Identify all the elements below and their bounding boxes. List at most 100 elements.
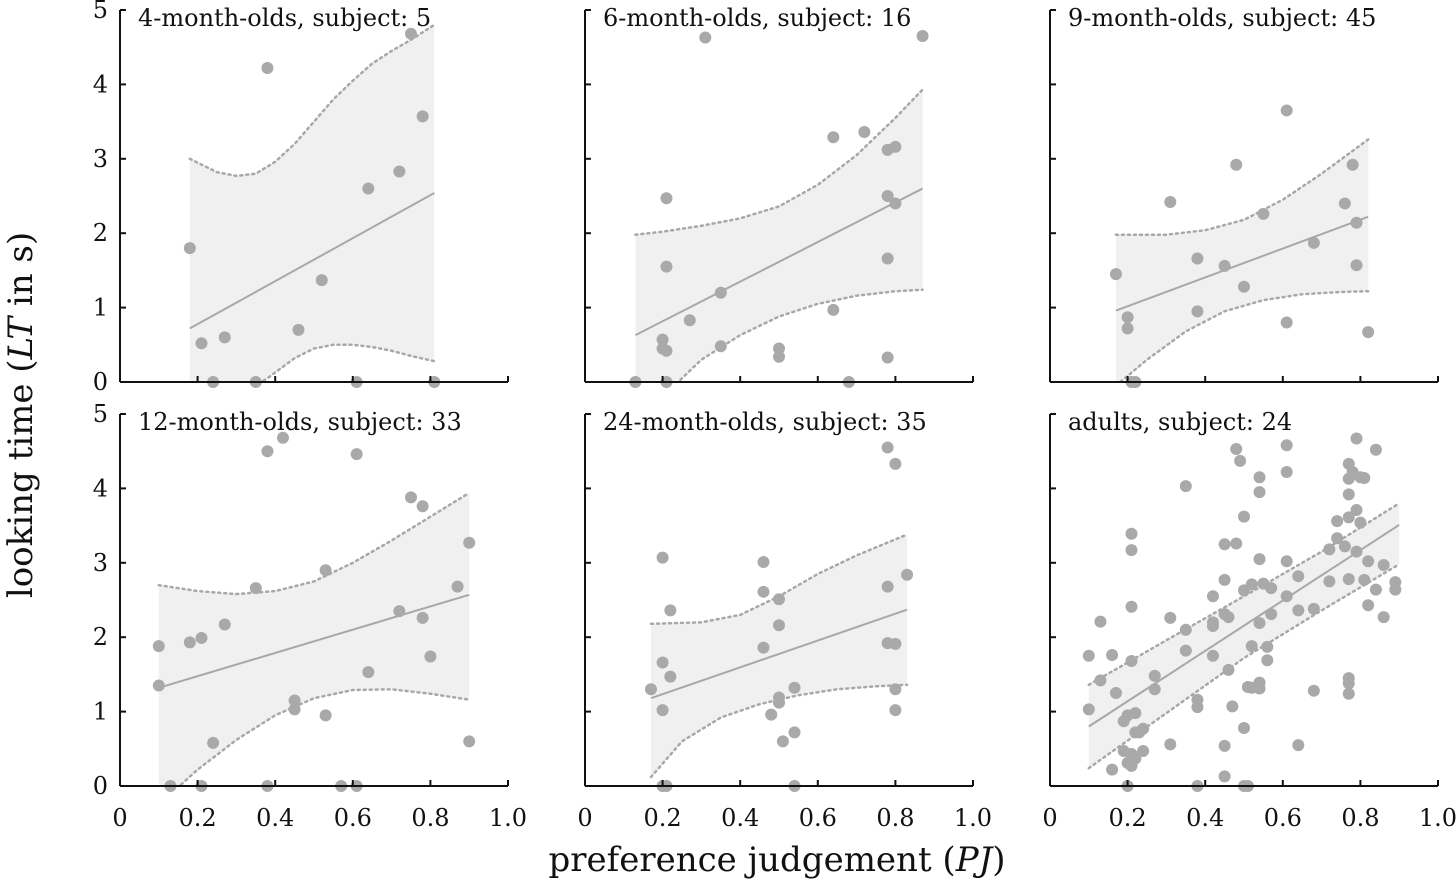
data-point [1342, 677, 1355, 690]
data-point [1350, 545, 1363, 558]
x-axis-label: preference judgement (PJ) [549, 840, 1006, 880]
data-point [195, 337, 208, 350]
data-point [1238, 721, 1250, 734]
data-point [416, 500, 429, 513]
data-point [152, 679, 165, 692]
data-point [319, 564, 332, 577]
data-point [1109, 268, 1122, 281]
data-point [881, 441, 894, 454]
data-point [1206, 649, 1219, 662]
data-point [827, 131, 840, 144]
data-point [765, 708, 778, 721]
x-tick-label: 0.4 [1186, 804, 1224, 832]
data-point [1257, 207, 1270, 220]
data-point [881, 190, 894, 202]
panel-plot-area [634, 88, 924, 382]
data-point [1253, 471, 1266, 484]
data-point [660, 192, 673, 205]
data-point [1342, 573, 1355, 586]
y-tick-label: 5 [93, 0, 108, 24]
data-point [451, 580, 464, 593]
ci-lower-line [177, 688, 471, 786]
data-point [183, 636, 196, 649]
data-point [362, 666, 375, 679]
data-point [881, 580, 894, 593]
data-point [773, 593, 785, 606]
ci-lower-line [258, 343, 436, 382]
data-point [1323, 575, 1336, 588]
data-point [1369, 443, 1382, 456]
ci-lower-line [649, 683, 909, 779]
data-point [1362, 555, 1375, 568]
data-point [1358, 573, 1371, 586]
regression-line [189, 192, 435, 330]
x-tick-label: 0.4 [721, 804, 759, 832]
x-tick-label: 0.8 [1341, 804, 1379, 832]
data-point [1342, 511, 1355, 524]
x-tick-label: 0.6 [799, 804, 837, 832]
data-point [1082, 649, 1095, 662]
panel-title: 4-month-olds, subject: 5 [138, 4, 431, 32]
x-tick-label: 0.2 [644, 804, 682, 832]
y-tick-label: 1 [93, 698, 108, 726]
data-point [1230, 537, 1243, 550]
data-point [1125, 655, 1138, 668]
data-point [1164, 195, 1177, 208]
data-point [1307, 602, 1320, 615]
data-point [644, 683, 657, 696]
panel-title: 9-month-olds, subject: 45 [1068, 4, 1376, 32]
data-point [1350, 216, 1363, 229]
data-point [916, 30, 929, 43]
data-point [1206, 620, 1219, 633]
data-point [195, 631, 208, 644]
data-point [319, 709, 332, 722]
y-tick-label: 5 [93, 400, 108, 428]
data-point [1179, 623, 1192, 636]
data-point [757, 556, 770, 569]
data-point [889, 457, 902, 470]
data-point [1109, 687, 1122, 699]
data-point [1094, 674, 1107, 687]
data-point [1261, 654, 1274, 667]
data-point [788, 726, 801, 739]
x-tick-label: 0.6 [334, 804, 372, 832]
data-point [773, 350, 785, 363]
x-tick-label: 0.4 [256, 804, 294, 832]
data-point [1292, 739, 1305, 752]
data-point [1191, 305, 1204, 318]
data-point [463, 536, 476, 549]
panel-plot-area [157, 491, 471, 786]
data-point [261, 445, 274, 458]
data-point [1350, 432, 1363, 445]
data-point [757, 641, 770, 654]
data-point [416, 110, 429, 123]
panel-title: 6-month-olds, subject: 16 [603, 4, 911, 32]
data-point [1280, 104, 1293, 117]
ci-upper-line [1114, 138, 1370, 236]
data-point [1137, 722, 1150, 735]
data-point [664, 670, 677, 683]
confidence-band [1088, 503, 1400, 769]
x-tick-label: 0 [577, 804, 592, 832]
data-point [889, 683, 902, 696]
panel-title: 12-month-olds, subject: 33 [138, 408, 462, 436]
confidence-band [158, 492, 470, 786]
data-point [1125, 600, 1138, 613]
data-point [1206, 590, 1219, 603]
data-point [1230, 442, 1243, 455]
data-point [1222, 663, 1235, 676]
data-point [1323, 543, 1336, 556]
data-point [1234, 454, 1247, 467]
y-tick-label: 4 [93, 474, 108, 502]
ci-lower-line [676, 288, 924, 382]
data-point [1245, 640, 1258, 653]
ci-upper-line [1087, 502, 1401, 687]
y-tick-label: 2 [93, 219, 108, 247]
panel-plot-area [1087, 502, 1401, 770]
data-point [1265, 608, 1278, 621]
data-point [773, 696, 785, 709]
data-point [315, 274, 328, 287]
data-point [393, 605, 406, 618]
panel-5: 0 0.2 0.4 0.6 0.8 1.0 24-month-olds, subject: … [577, 408, 992, 832]
